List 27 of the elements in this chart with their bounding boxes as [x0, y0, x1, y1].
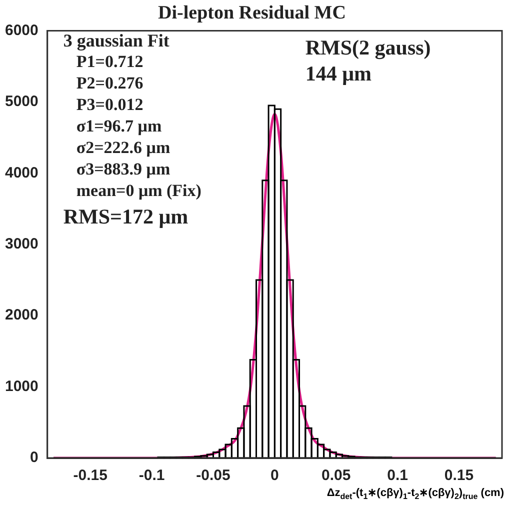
- x-tick-label: -0.1: [138, 467, 165, 484]
- y-tick-label: 2000: [4, 306, 38, 324]
- y-tick-label: 0: [30, 449, 38, 466]
- annotation: σ3=883.9 μm: [76, 160, 170, 179]
- y-tick-label: 4000: [4, 164, 38, 182]
- x-tick-label: -0.05: [196, 467, 230, 484]
- annotation: RMS=172 μm: [63, 204, 189, 229]
- annotation: σ1=96.7 μm: [76, 116, 162, 136]
- x-tick-label: 0.05: [322, 467, 351, 484]
- annotation: 3 gaussian Fit: [63, 30, 170, 50]
- annotation: P1=0.712: [76, 52, 144, 72]
- annotation: 144 μm: [305, 62, 372, 86]
- text: Δz$_{det}$-(t$_{1}$∗(cβγ)$_{1}$-t$_{2}$∗(cβγ)$_{2}$)$_{true}$ (cm): [326, 487, 504, 502]
- x-tick-label: 0: [270, 467, 279, 484]
- x-tick-label: -0.15: [73, 467, 108, 484]
- annotation: P2=0.276: [76, 74, 144, 93]
- chart-title: Di-lepton Residual MC: [158, 2, 346, 24]
- y-tick-label: 3000: [4, 236, 38, 253]
- annotation: mean=0 μm (Fix): [76, 181, 202, 200]
- annotation: RMS(2 gauss): [305, 36, 431, 60]
- x-tick-label: 0.15: [444, 467, 474, 484]
- annotation: σ2=222.6 μm: [76, 138, 170, 158]
- y-tick-label: 1000: [4, 378, 38, 395]
- annotation: P3=0.012: [76, 95, 144, 114]
- y-tick-label: 6000: [4, 22, 38, 39]
- x-tick-label: 0.1: [387, 467, 408, 484]
- y-tick-label: 5000: [4, 93, 38, 110]
